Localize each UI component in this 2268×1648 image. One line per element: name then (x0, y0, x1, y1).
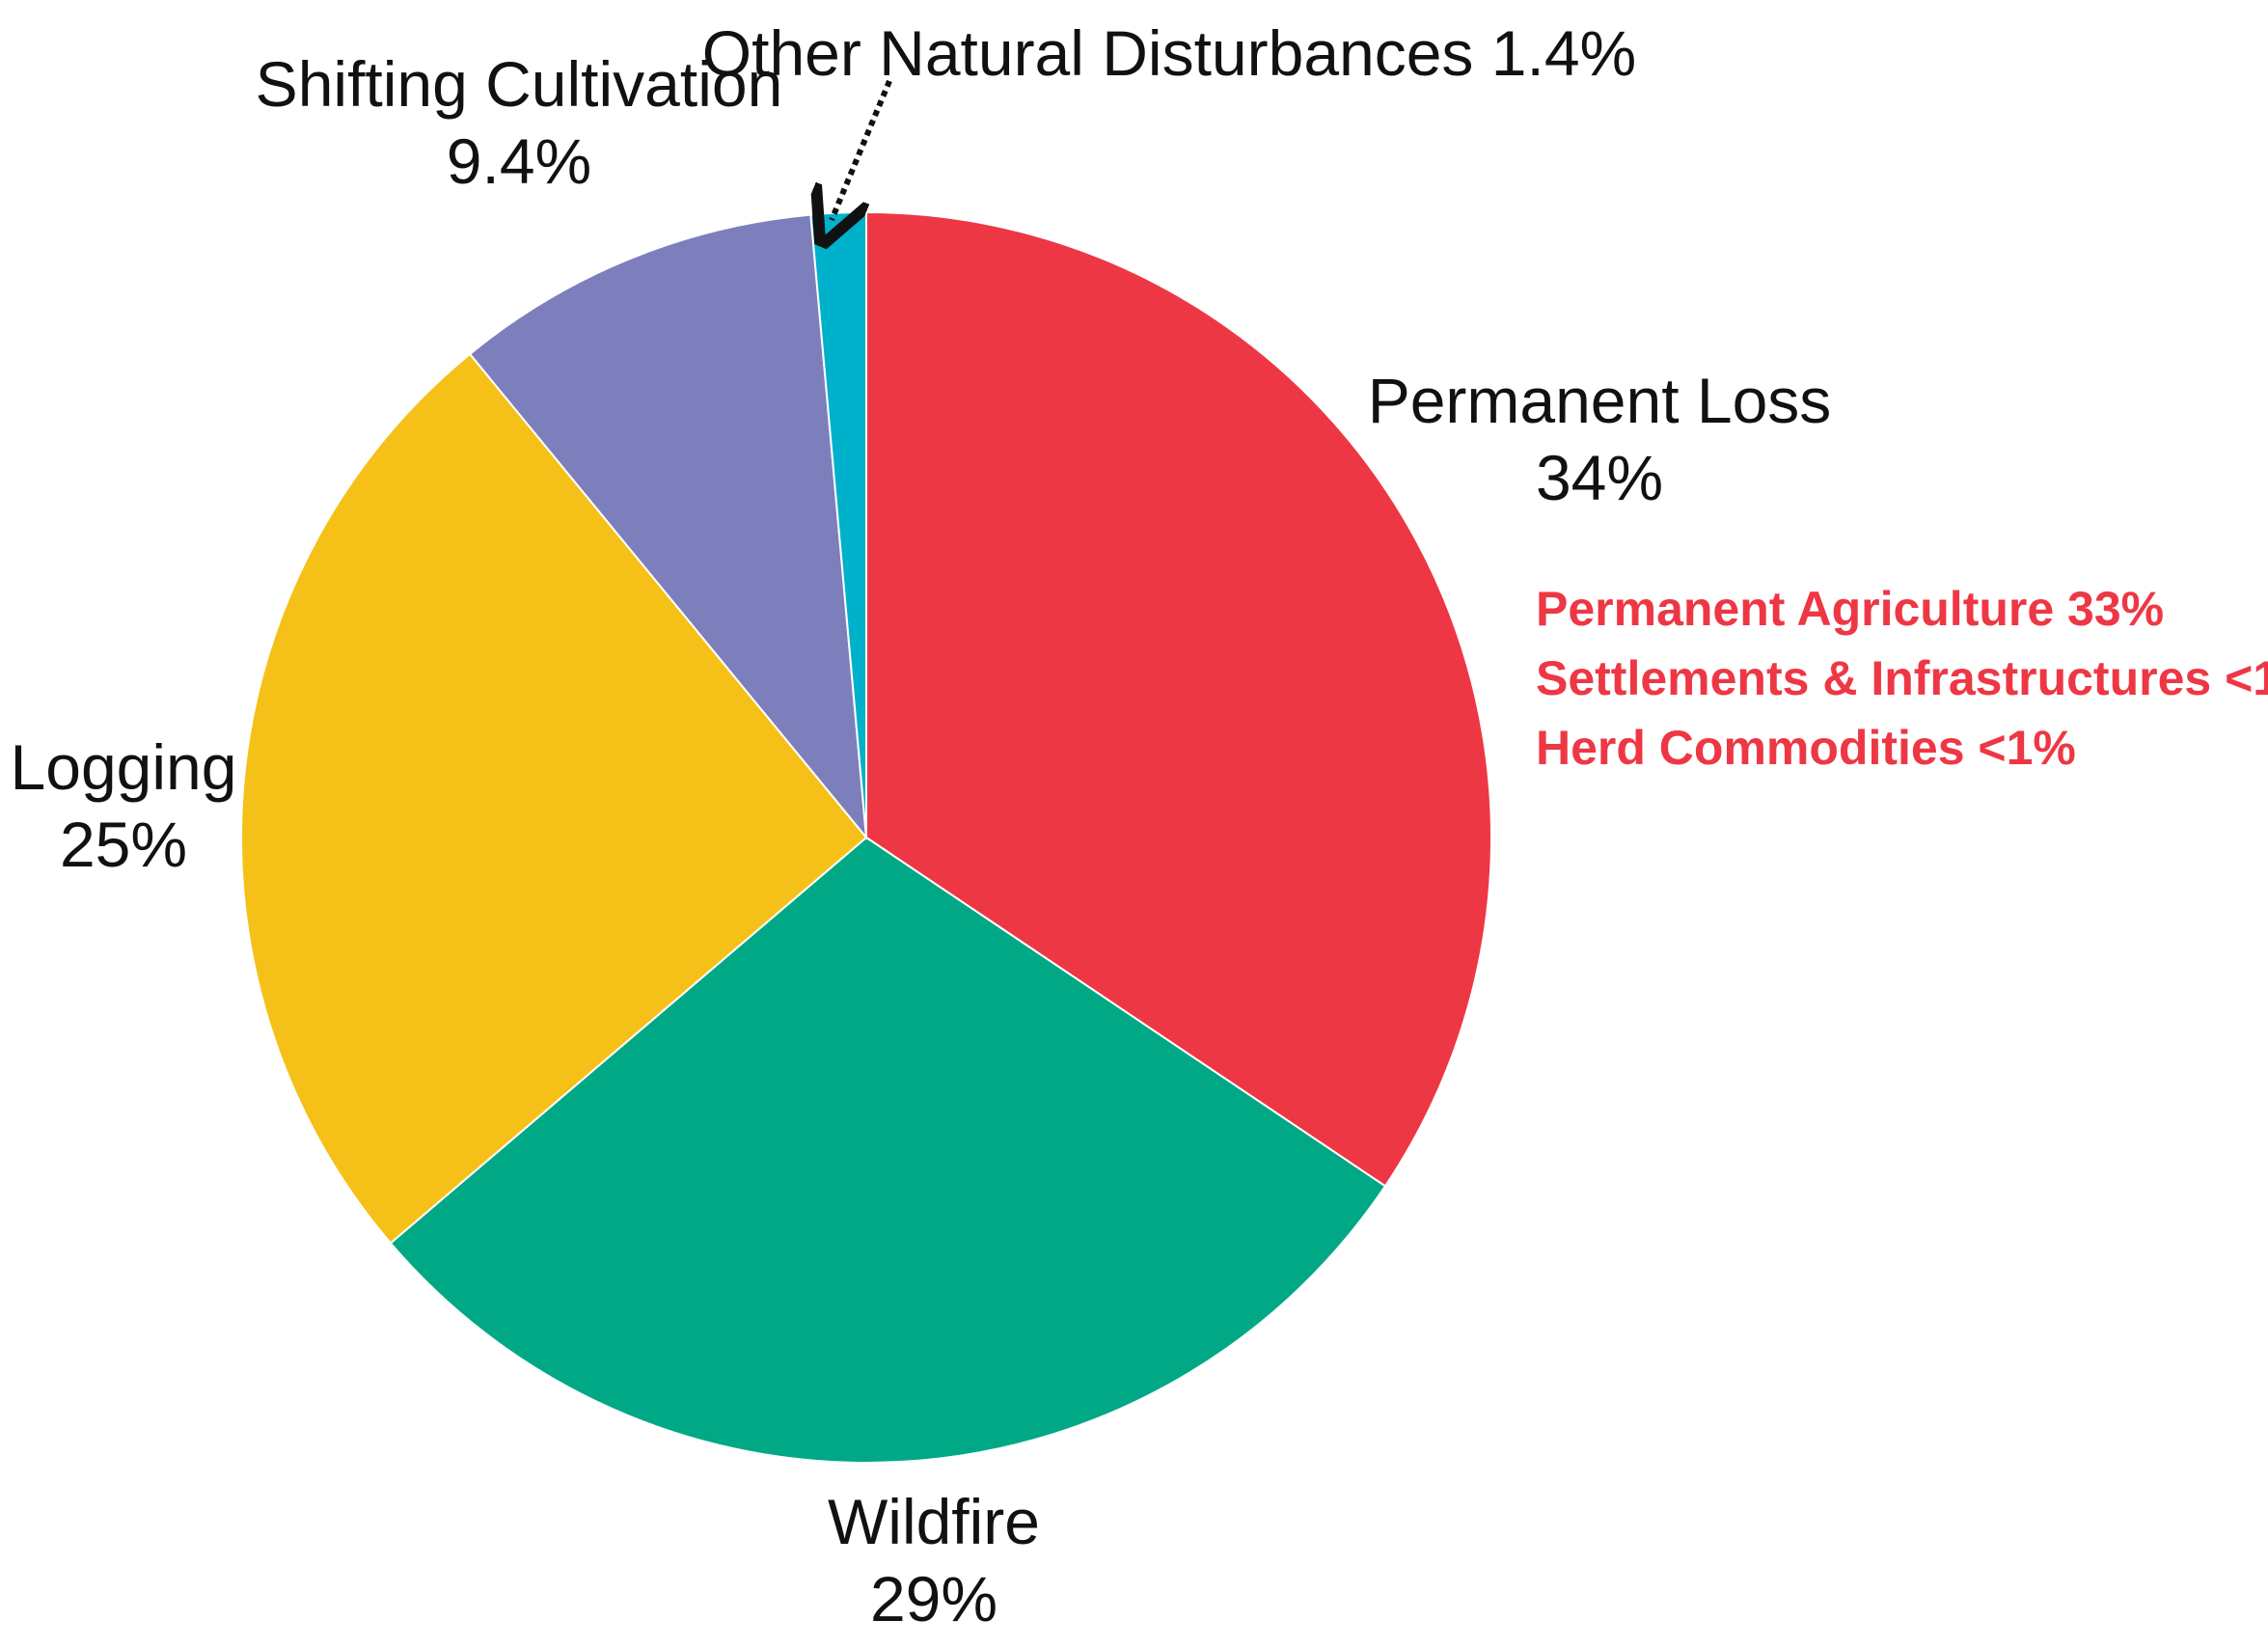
breakdown-item: Permanent Agriculture 33% (1536, 582, 2164, 636)
callout-arrow (832, 79, 892, 220)
pie-slices (240, 210, 1492, 1464)
label-shifting-cultivation: Shifting Cultivation (256, 48, 783, 120)
label-wildfire: Wildfire (828, 1486, 1040, 1557)
callout-label: Other Natural Disturbances 1.4% (702, 17, 1636, 89)
slice-wildfire (389, 836, 1387, 1464)
slice-permanent-loss (865, 210, 1492, 1188)
value-logging: 25% (60, 809, 187, 880)
breakdown-item: Herd Commodities <1% (1536, 721, 2076, 775)
permanent-loss-breakdown: Permanent Agriculture 33% Settlements & I… (1536, 582, 2268, 775)
value-shifting-cultivation: 9.4% (447, 125, 591, 197)
slice-shifting-cultivation (468, 213, 868, 841)
value-permanent-loss: 34% (1536, 442, 1663, 513)
slice-logging (240, 352, 868, 1245)
label-logging: Logging (11, 731, 237, 803)
value-wildfire: 29% (870, 1563, 997, 1634)
breakdown-item: Settlements & Infrastructures <1% (1536, 651, 2268, 705)
label-permanent-loss: Permanent Loss (1368, 365, 1832, 436)
